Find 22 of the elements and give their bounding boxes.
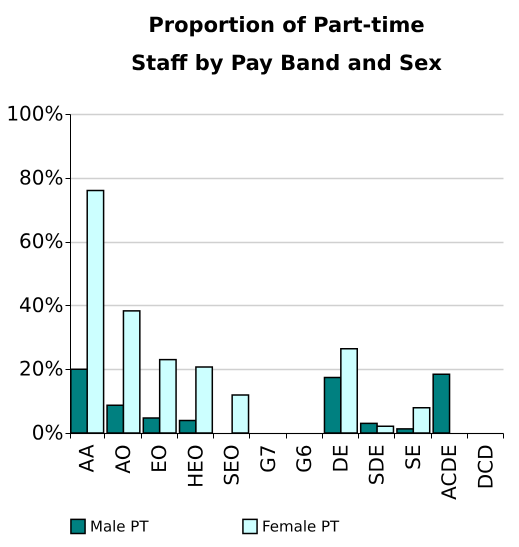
x-tick-label: AA [74, 444, 99, 472]
x-tick-label: SDE [364, 444, 389, 486]
x-tick-label: DE [328, 444, 352, 473]
y-tick-label: 60% [19, 229, 64, 254]
y-tick-label: 0% [32, 420, 64, 444]
text: Proportion of Part-time [148, 13, 425, 37]
text: Staff by Pay Band and Sex [131, 51, 442, 75]
x-tick-label: SEO [220, 444, 244, 486]
y-tick-label: 40% [19, 292, 64, 317]
x-tick-label: HEO [183, 444, 208, 488]
x-tick-label: G7 [256, 444, 280, 473]
x-tick-label: AO [110, 444, 135, 474]
y-tick-label: 20% [19, 356, 64, 381]
x-tick-label: SE [400, 444, 425, 470]
x-tick-label: EO [147, 444, 172, 473]
y-tick-label: 80% [19, 165, 64, 190]
y-tick-label: 100% [6, 102, 64, 126]
x-tick-label: ACDE [437, 444, 462, 500]
legend-label: Male PT [90, 517, 150, 536]
legend-label: Female PT [262, 517, 340, 536]
x-tick-label: G6 [292, 444, 316, 473]
x-tick-label: DCD [473, 444, 498, 490]
